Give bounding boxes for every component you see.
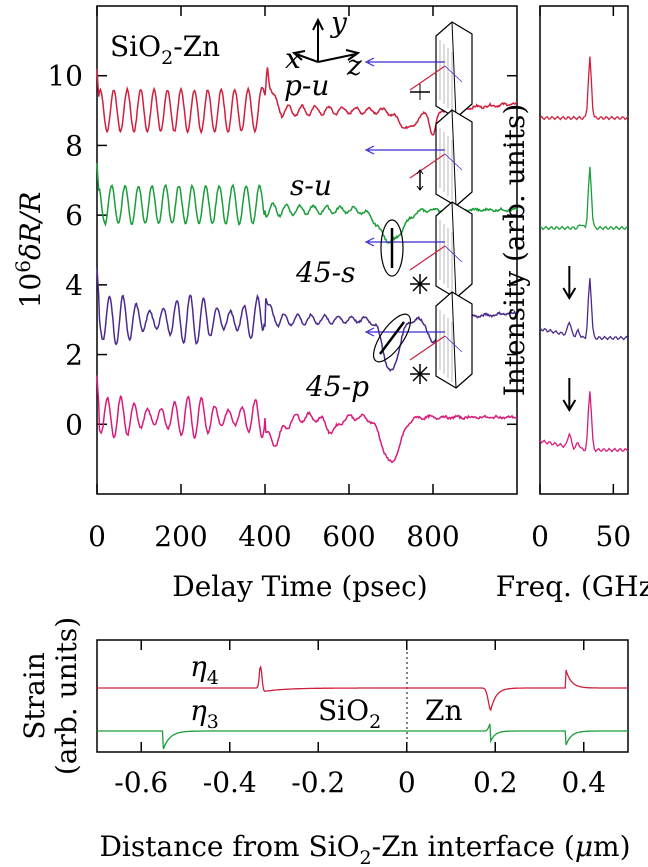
spectrum-line-45-p (540, 391, 628, 451)
spectrum-panel: 0 50 Freq. (GHz) Intensity (arb. units) (496, 6, 648, 603)
strain-x-tick-label: 0.4 (561, 766, 606, 799)
axis-y-label: y (329, 6, 348, 39)
optical-setup-icons (366, 22, 472, 388)
eta4-label: η4 (190, 650, 219, 689)
strain-x-tick-label: -0.2 (291, 766, 345, 799)
optical-setup-icon (366, 110, 472, 206)
main-x-tick-label: 0 (88, 520, 106, 553)
main-y-label: 106δR/R (11, 192, 47, 309)
eta3-label: η3 (190, 694, 219, 733)
main-x-tick-label: 800 (406, 520, 459, 553)
strain-line-eta3 (97, 724, 628, 749)
main-x-tick-label: 400 (238, 520, 291, 553)
strain-x-tick-label: 0.2 (473, 766, 518, 799)
sample-label: SiO2-Zn (110, 30, 220, 69)
spectrum-x-label: Freq. (GHz) (496, 570, 648, 603)
main-y-tick-label: 6 (65, 199, 83, 232)
strain-panel: -0.6 -0.4 -0.2 0 0.2 0.4 η4 η3 SiO2 Zn Distan… (18, 617, 631, 867)
spectrum-x-tick-label: 50 (596, 520, 632, 553)
strain-y-label-2: (arb. units) (50, 617, 83, 775)
spectrum-line-45-s (540, 278, 628, 339)
optical-setup-icon (366, 292, 472, 388)
main-x-tick-label: 600 (322, 520, 375, 553)
spectrum-x-tick-label: 0 (531, 520, 549, 553)
main-y-tick-label: 10 (47, 60, 83, 93)
strain-x-tick-label: -0.6 (114, 766, 168, 799)
optical-setup-icon (366, 202, 472, 298)
sio2-region-label: SiO2 (318, 694, 381, 733)
spectrum-x-ticks: 0 50 (531, 6, 631, 553)
series-label-s-u: s-u (290, 169, 332, 202)
main-y-tick-label: 4 (65, 269, 83, 302)
series-label-45-s: 45-s (295, 256, 355, 289)
strain-x-tick-label: 0 (398, 766, 416, 799)
spectrum-frame (540, 6, 628, 494)
spectrum-y-label: Intensity (arb. units) (498, 104, 531, 397)
spectrum-line-p-u (540, 57, 628, 120)
main-y-tick-label: 8 (65, 129, 83, 162)
main-x-ticks: 0 200 400 600 800 (88, 6, 460, 553)
spectrum-series (540, 57, 628, 452)
zn-region-label: Zn (425, 694, 463, 727)
spectrum-line-s-u (540, 167, 628, 230)
main-x-label: Delay Time (psec) (172, 570, 427, 603)
strain-x-label: Distance from SiO2-Zn interface (μm) (99, 830, 630, 867)
series-label-p-u: p-u (284, 69, 329, 102)
strain-y-label-1: Strain (18, 652, 51, 740)
strain-x-tick-label: -0.4 (203, 766, 257, 799)
series-labels: p-u s-u 45-s 45-p (284, 69, 369, 403)
optical-setup-icon (366, 22, 472, 118)
main-y-tick-label: 0 (65, 408, 83, 441)
main-y-tick-label: 2 (65, 339, 83, 372)
main-x-tick-label: 200 (154, 520, 207, 553)
axis-z-label: z (346, 49, 362, 82)
series-label-45-p: 45-p (305, 370, 369, 403)
